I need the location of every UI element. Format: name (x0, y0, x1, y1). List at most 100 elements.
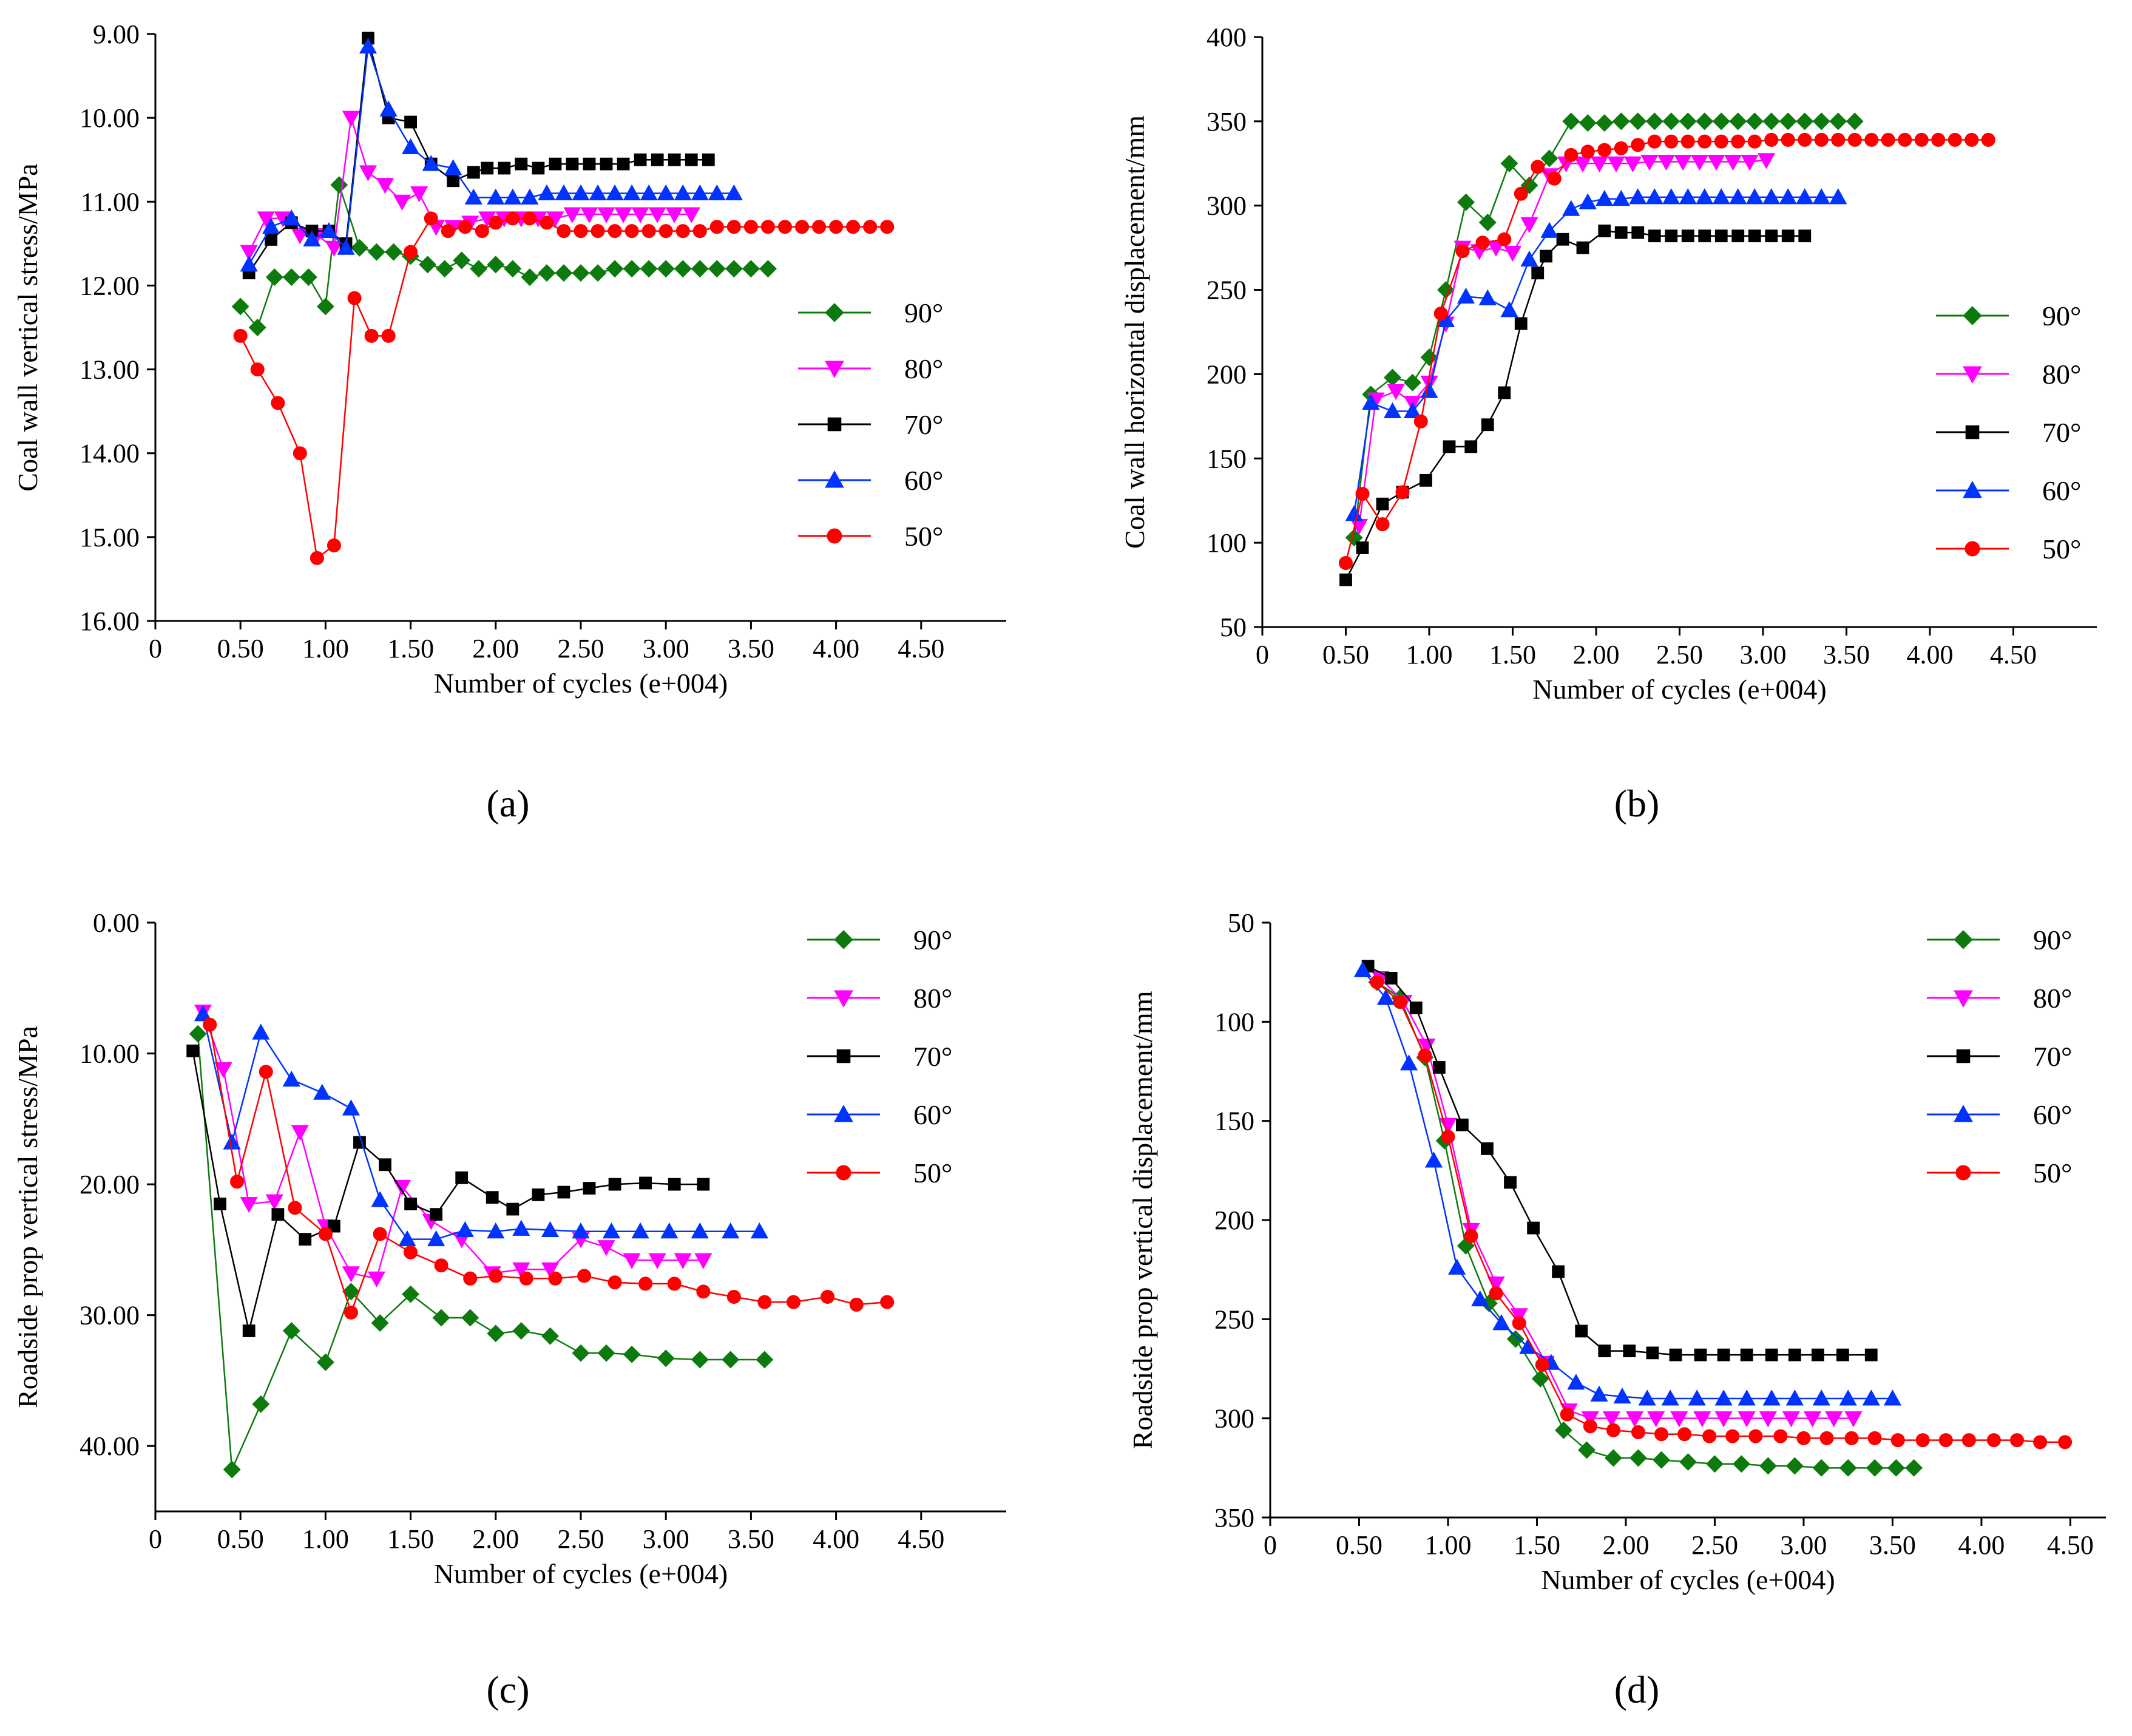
data-point (1503, 245, 1522, 262)
y-tick-label: 50 (1228, 908, 1254, 938)
series-60-deg (194, 1005, 769, 1247)
legend-label: 90° (2042, 300, 2081, 331)
data-point (1393, 995, 1407, 1009)
data-point (1464, 1229, 1478, 1243)
data-point (640, 184, 658, 200)
data-point (342, 110, 360, 127)
data-point (623, 1253, 641, 1269)
data-point (1961, 1433, 1976, 1448)
data-point (696, 1284, 711, 1299)
data-point (597, 1240, 615, 1256)
x-tick-label: 3.50 (1869, 1530, 1916, 1560)
data-point (1765, 229, 1778, 243)
legend-marker (1965, 425, 1980, 439)
data-point (203, 1017, 217, 1032)
data-point (1420, 473, 1432, 487)
data-point (1839, 1389, 1857, 1406)
legend-marker (1954, 990, 1973, 1008)
data-point (1590, 1385, 1608, 1402)
data-point (658, 224, 673, 239)
y-tick-label: 16.00 (80, 606, 140, 636)
data-point (487, 1222, 505, 1239)
data-point (430, 1208, 443, 1221)
data-point (1839, 1459, 1857, 1477)
data-point (512, 1262, 530, 1279)
data-point (1705, 1455, 1724, 1473)
data-point (487, 1324, 505, 1343)
data-point (1456, 1118, 1469, 1131)
data-point (691, 260, 709, 278)
legend-marker (1954, 930, 1973, 949)
x-tick-label: 3.50 (1823, 640, 1870, 670)
data-point (1497, 232, 1512, 246)
x-tick-label: 2.00 (472, 634, 519, 663)
data-point (1614, 141, 1628, 155)
x-tick-label: 1.00 (1424, 1530, 1471, 1560)
data-point (639, 1176, 652, 1190)
data-point (624, 224, 639, 239)
data-point (725, 260, 743, 278)
data-point (461, 1309, 479, 1327)
legend-marker (834, 990, 853, 1008)
data-point (1847, 132, 1862, 147)
data-point (1914, 132, 1929, 147)
data-point (1898, 132, 1912, 147)
data-point (402, 1285, 420, 1303)
data-point (1596, 189, 1614, 206)
data-point (648, 207, 666, 223)
data-point (1623, 156, 1642, 173)
data-point (1679, 1453, 1697, 1471)
x-tick-label: 0 (1264, 1530, 1277, 1560)
y-tick-label: 11.00 (81, 187, 140, 217)
data-point (608, 1178, 621, 1191)
x-axis-title: Number of cycles (e+004) (1541, 1564, 1835, 1595)
x-tick-label: 0.50 (217, 1524, 264, 1554)
legend-entry: 70° (1936, 417, 2081, 448)
data-point (436, 260, 454, 278)
data-point (1362, 393, 1380, 410)
data-point (589, 264, 607, 282)
data-point (1762, 1389, 1781, 1406)
data-point (640, 260, 658, 278)
y-tick-label: 13.00 (80, 355, 140, 385)
series-80-deg (1372, 971, 1863, 1428)
data-point (660, 1222, 679, 1239)
y-tick-label: 10.00 (80, 103, 140, 133)
data-point (1498, 386, 1511, 399)
data-point (1883, 1389, 1902, 1406)
data-point (240, 245, 258, 261)
data-point (577, 1269, 592, 1283)
data-point (1339, 555, 1353, 570)
data-point (1409, 1002, 1423, 1014)
data-point (674, 1253, 692, 1269)
data-point (1433, 306, 1448, 320)
data-point (1697, 134, 1712, 149)
data-point (1757, 153, 1776, 169)
data-point (1640, 155, 1659, 171)
data-point (1395, 485, 1410, 500)
data-point (1738, 1411, 1756, 1428)
series-line (192, 1051, 703, 1331)
data-point (549, 157, 562, 171)
data-point (1464, 440, 1478, 453)
data-point (1443, 440, 1456, 453)
data-point (259, 1065, 273, 1079)
data-point (1375, 517, 1390, 532)
data-point (1674, 155, 1692, 171)
data-point (1796, 1431, 1811, 1445)
data-point (252, 1023, 270, 1040)
legend-label: 60° (904, 465, 943, 496)
data-point (1724, 155, 1742, 171)
data-point (538, 264, 556, 282)
data-point (1606, 1423, 1620, 1437)
y-tick-label: 350 (1206, 107, 1247, 137)
data-point (694, 1253, 712, 1269)
data-point (463, 1271, 478, 1286)
data-point (1560, 1407, 1574, 1422)
data-point (404, 1245, 418, 1260)
data-point (555, 184, 573, 200)
data-point (252, 1395, 270, 1413)
data-point (320, 222, 338, 239)
data-point (1779, 112, 1797, 131)
data-point (623, 1345, 641, 1363)
